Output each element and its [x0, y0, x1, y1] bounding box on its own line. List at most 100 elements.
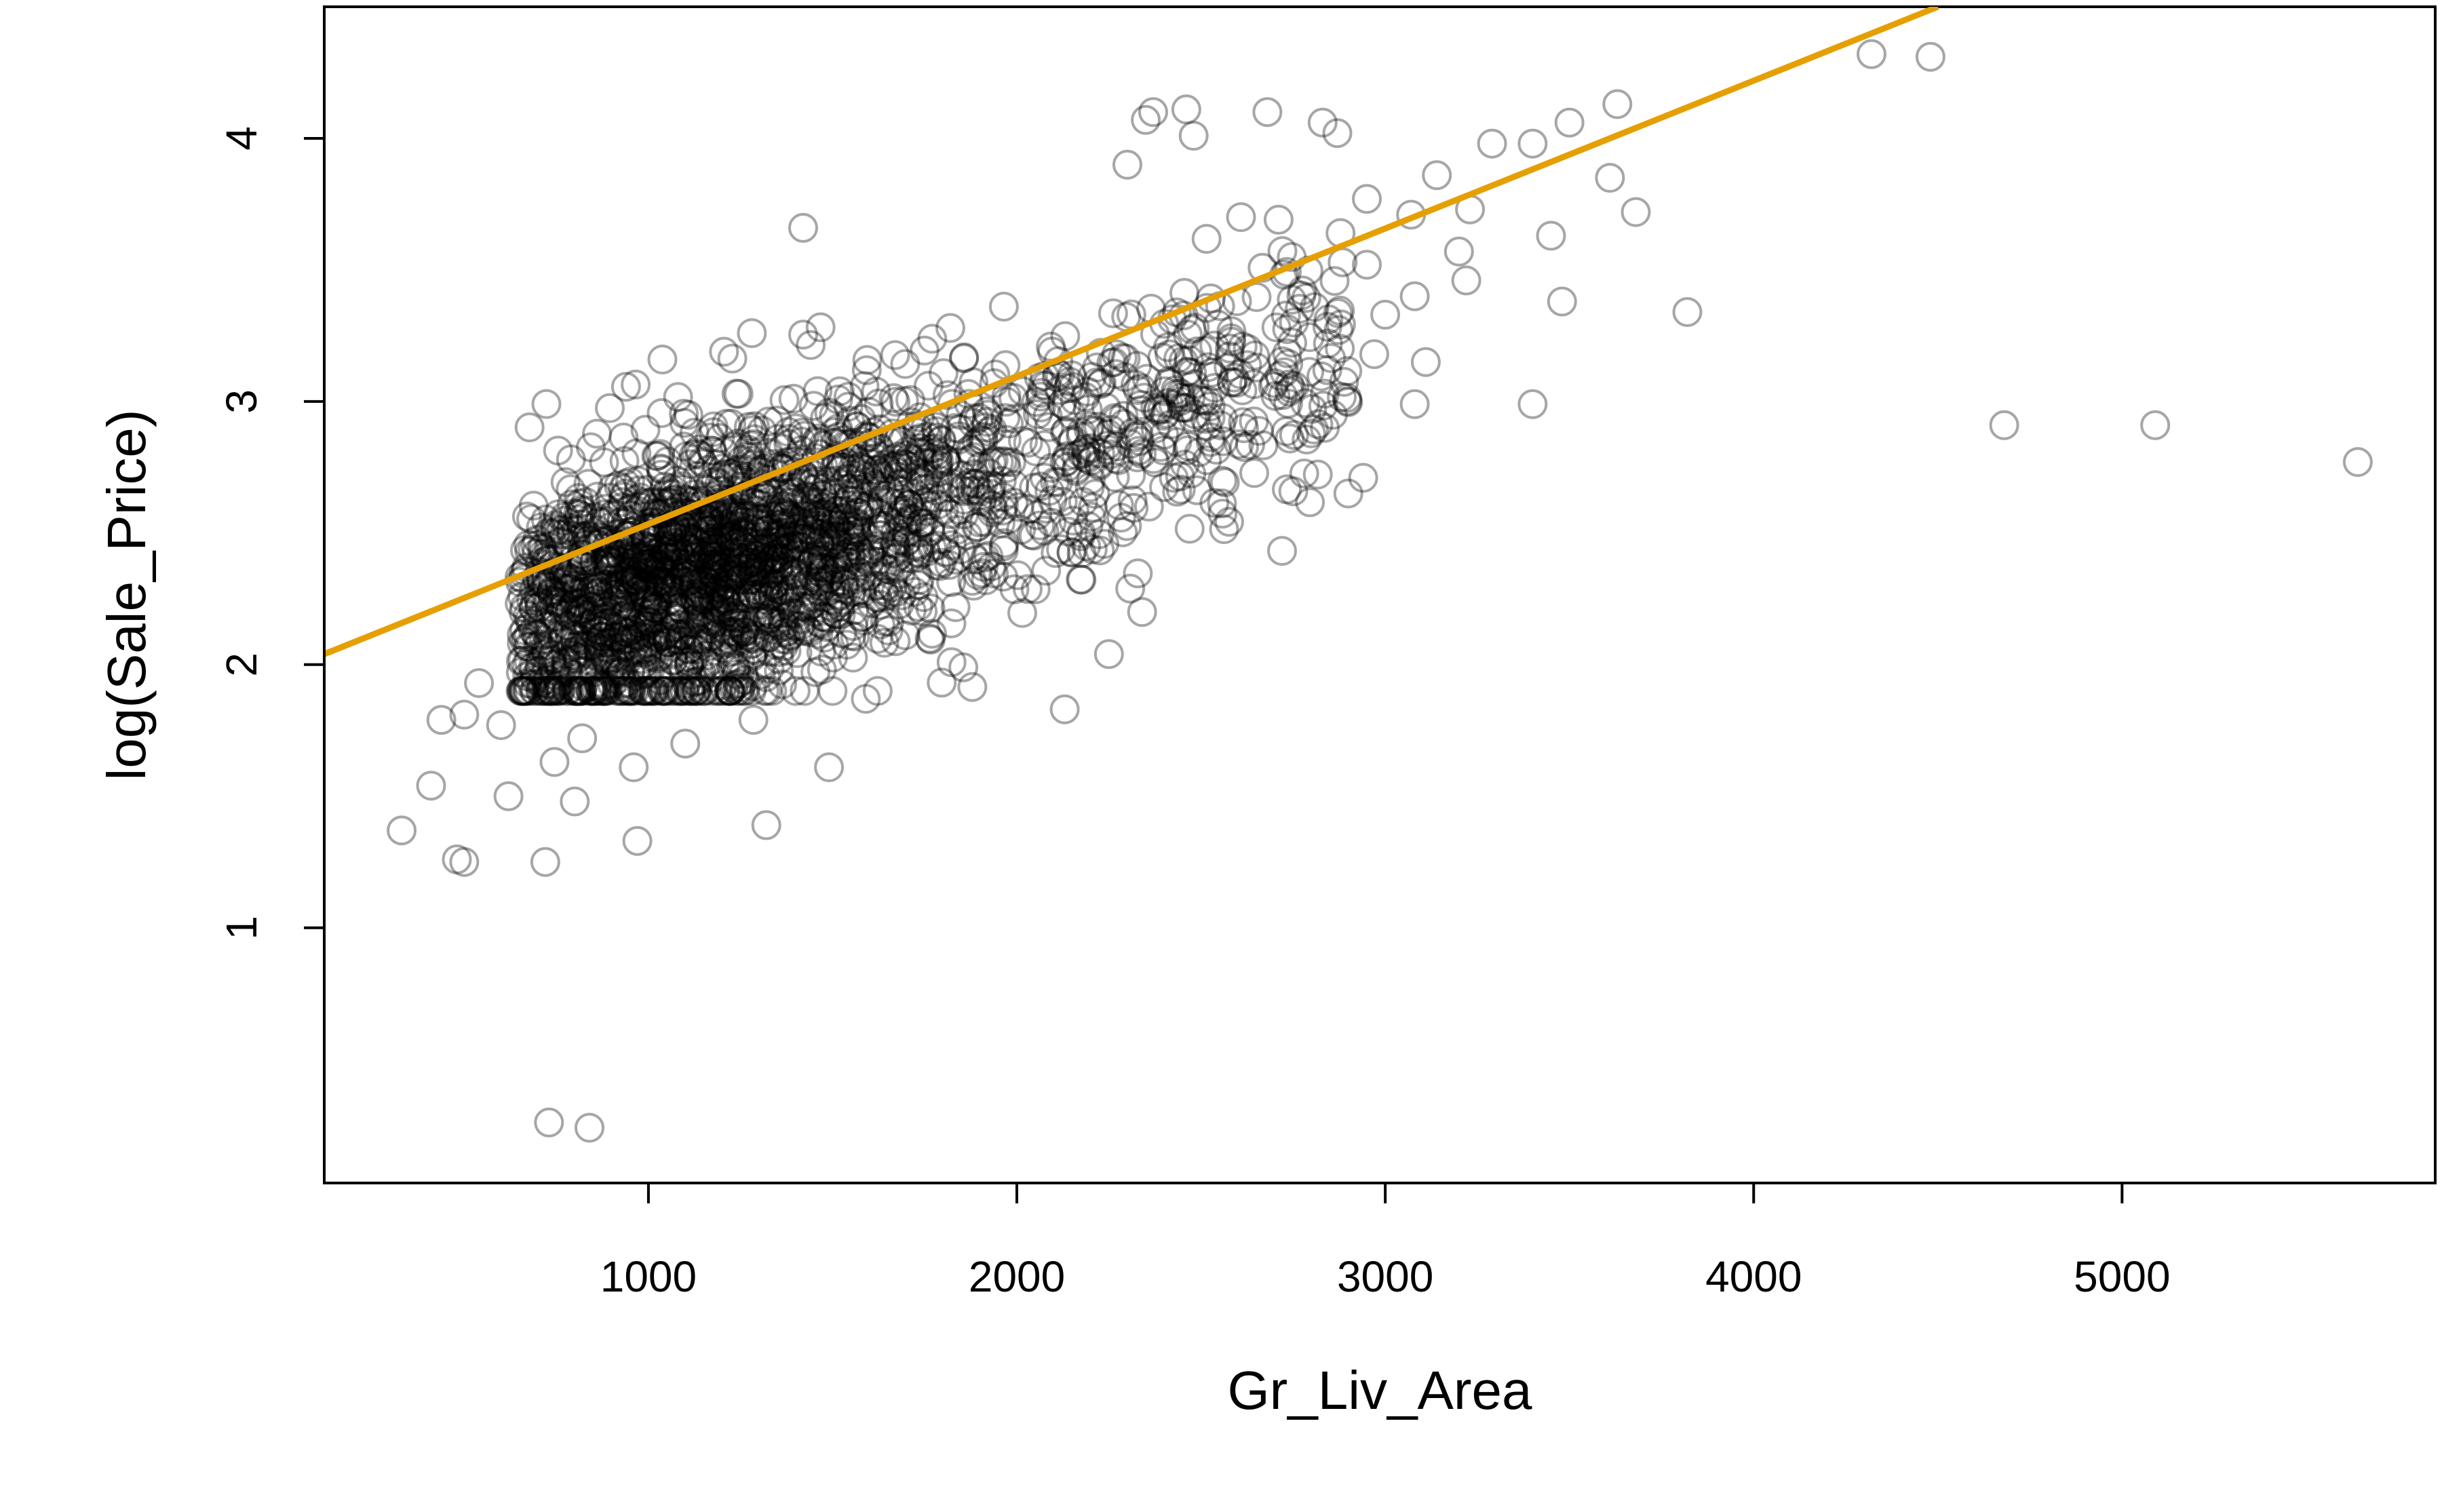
data-point: [673, 523, 703, 554]
data-point: [570, 576, 600, 606]
data-point: [653, 574, 683, 604]
data-point: [580, 501, 610, 532]
data-point: [765, 542, 796, 572]
data-point: [862, 454, 892, 485]
data-point: [560, 640, 591, 671]
data-point: [632, 541, 663, 571]
data-point: [717, 577, 748, 608]
data-point: [1306, 361, 1336, 391]
data-point: [846, 562, 876, 592]
data-point: [579, 676, 609, 706]
data-point: [927, 425, 957, 455]
data-point: [1241, 282, 1272, 312]
data-point: [507, 619, 537, 650]
data-point: [750, 516, 781, 546]
data-point: [705, 507, 736, 537]
data-point: [682, 595, 713, 625]
data-point: [823, 529, 853, 560]
data-point: [724, 676, 755, 706]
data-point: [534, 517, 564, 547]
data-point: [740, 530, 771, 561]
data-point: [690, 584, 720, 615]
data-point: [1295, 487, 1325, 518]
data-point: [895, 385, 925, 415]
data-point: [530, 504, 561, 535]
data-point: [883, 441, 913, 471]
data-point: [973, 541, 1003, 571]
data-point: [944, 425, 974, 455]
data-point: [936, 647, 967, 678]
data-point: [764, 575, 794, 606]
data-point: [517, 669, 547, 699]
data-point: [636, 487, 666, 518]
data-point: [701, 525, 732, 556]
data-point: [798, 545, 828, 575]
data-point: [794, 514, 824, 545]
data-point: [878, 383, 909, 413]
data-point: [627, 541, 657, 572]
data-point: [731, 583, 761, 613]
data-point: [705, 595, 735, 625]
data-point: [682, 538, 713, 568]
data-point: [629, 676, 659, 706]
data-point: [837, 507, 868, 537]
data-point: [949, 342, 980, 372]
data-point: [842, 478, 873, 509]
data-point: [855, 539, 885, 569]
y-tick-label: 4: [217, 126, 266, 151]
data-point: [645, 439, 676, 469]
data-point: [745, 589, 775, 620]
data-point: [1034, 412, 1064, 442]
data-point: [1162, 427, 1193, 457]
data-point: [905, 508, 935, 539]
data-point: [549, 561, 579, 592]
data-point: [1161, 379, 1192, 409]
data-point: [1121, 370, 1150, 400]
data-point: [1294, 322, 1325, 353]
data-point: [665, 540, 695, 570]
data-point: [1208, 426, 1239, 457]
data-point: [970, 543, 1001, 573]
data-point: [929, 358, 958, 389]
data-point: [725, 471, 756, 502]
data-point: [534, 610, 564, 640]
data-point: [940, 545, 971, 575]
data-point: [802, 575, 832, 605]
data-point: [589, 603, 619, 634]
data-point: [537, 578, 567, 608]
data-point: [959, 469, 990, 499]
data-point: [608, 482, 639, 512]
data-point: [610, 617, 640, 647]
data-point: [591, 676, 621, 706]
data-point: [663, 592, 694, 623]
data-point: [583, 608, 613, 639]
data-point: [513, 676, 544, 706]
data-point: [756, 518, 787, 549]
data-point: [706, 676, 737, 706]
data-point: [631, 544, 661, 575]
data-point: [683, 539, 713, 569]
data-point: [753, 478, 783, 509]
data-point: [1026, 392, 1056, 423]
data-point: [697, 435, 728, 466]
data-point: [745, 551, 775, 582]
data-point: [802, 472, 832, 503]
data-point: [936, 567, 967, 598]
data-point: [848, 541, 878, 572]
data-point: [1076, 446, 1106, 476]
data-point: [1121, 422, 1151, 452]
data-point: [619, 676, 650, 706]
data-point: [621, 661, 652, 691]
data-point: [673, 522, 703, 552]
data-point: [669, 408, 699, 438]
data-point: [677, 543, 708, 574]
data-point: [615, 566, 645, 596]
data-point: [771, 454, 801, 484]
data-point: [518, 593, 549, 623]
data-point: [1074, 411, 1105, 442]
data-point: [948, 484, 979, 515]
data-point: [679, 541, 710, 572]
data-point: [693, 454, 724, 485]
data-point: [696, 676, 726, 706]
data-point: [615, 494, 646, 524]
